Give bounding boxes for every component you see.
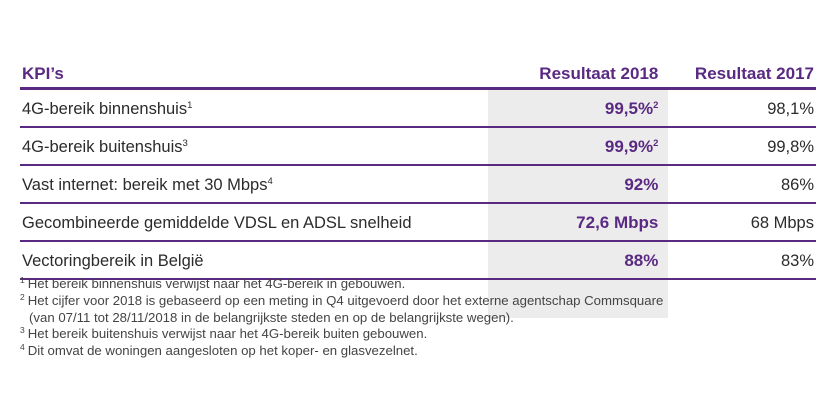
footnote-ref: 1 (187, 99, 193, 111)
footnote-ref: 4 (267, 175, 273, 187)
row-value-2017: 99,8% (767, 137, 814, 156)
table-row: 4G-bereik buitenshuis3 99,9%2 99,8% (20, 128, 816, 166)
footnote: 1 Het bereik binnenshuis verwijst naar he… (20, 275, 406, 291)
footnote: 4 Dit omvat de woningen aangesloten op he… (20, 342, 418, 359)
kpi-table: KPI’s Resultaat 2018 Resultaat 2017 4G-b… (20, 58, 816, 318)
footnote: 3 Het bereik buitenshuis verwijst naar he… (20, 325, 428, 342)
row-value-2018: 99,5%2 (604, 99, 659, 118)
row-label: Vast internet: bereik met 30 Mbps4 (22, 175, 273, 194)
row-value-2017: 86% (780, 175, 814, 194)
header-result-2017: Resultaat 2017 (694, 64, 814, 83)
row-value-2018: 88% (624, 251, 659, 270)
table-header: KPI’s Resultaat 2018 Resultaat 2017 (20, 58, 816, 90)
row-label: Gecombineerde gemiddelde VDSL en ADSL sn… (22, 213, 412, 232)
footnote-ref: 2 (653, 138, 659, 149)
table-row: Gecombineerde gemiddelde VDSL en ADSL sn… (20, 204, 816, 242)
highlight-column-2018 (488, 90, 668, 318)
row-value-2018: 72,6 Mbps (576, 213, 659, 232)
footnote: 2 Het cijfer voor 2018 is gebaseerd op ee… (20, 291, 664, 308)
row-value-2017: 98,1% (767, 99, 814, 118)
row-value-2018: 92% (624, 175, 659, 194)
row-label: Vectoringbereik in België (22, 251, 204, 270)
row-value-2017: 83% (780, 251, 814, 270)
footnote-ref: 2 (653, 100, 659, 111)
row-label: 4G-bereik binnenshuis1 (22, 99, 193, 118)
footnote-continuation: (van 07/11 tot 28/11/2018 in de belangri… (29, 309, 514, 325)
footnote-ref: 3 (182, 137, 188, 149)
header-result-2018: Resultaat 2018 (539, 64, 659, 83)
table-row: Vast internet: bereik met 30 Mbps4 92% 8… (20, 166, 816, 204)
row-label: 4G-bereik buitenshuis3 (22, 137, 188, 156)
row-value-2018: 99,9%2 (604, 137, 659, 156)
table-row: Vectoringbereik in België 88% 83% (20, 242, 816, 280)
table-row: 4G-bereik binnenshuis1 99,5%2 98,1% (20, 90, 816, 128)
header-kpi: KPI’s (22, 64, 64, 83)
row-value-2017: 68 Mbps (750, 213, 814, 232)
footnotes: 1 Het bereik binnenshuis verwijst naar he… (20, 276, 820, 360)
